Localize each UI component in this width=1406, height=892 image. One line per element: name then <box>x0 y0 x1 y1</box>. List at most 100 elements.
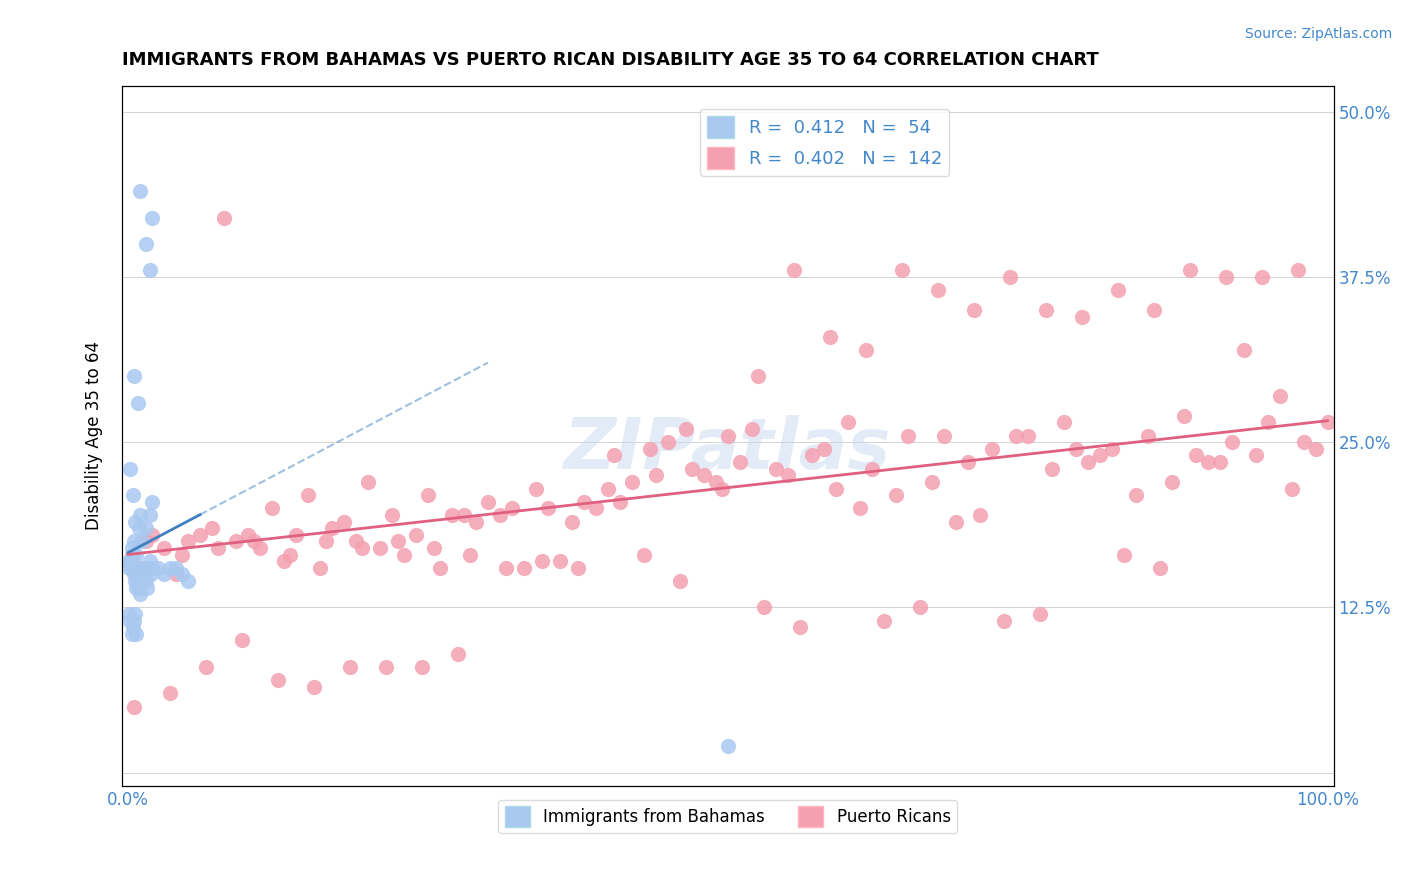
Point <box>321 521 343 535</box>
Point <box>165 561 187 575</box>
Point <box>138 561 160 575</box>
Point <box>120 461 142 475</box>
Point <box>236 527 259 541</box>
Point <box>453 508 475 522</box>
Point <box>381 508 404 522</box>
Point <box>121 488 143 502</box>
Point <box>513 561 536 575</box>
Point <box>121 548 143 562</box>
Point <box>1142 303 1164 318</box>
Point <box>596 482 619 496</box>
Point <box>125 627 148 641</box>
Point <box>121 541 143 555</box>
Point <box>1160 475 1182 489</box>
Point <box>855 343 877 357</box>
Point <box>873 614 896 628</box>
Y-axis label: Disability Age 35 to 64: Disability Age 35 to 64 <box>86 341 103 530</box>
Point <box>1035 303 1057 318</box>
Point <box>135 534 157 549</box>
Point <box>890 263 912 277</box>
Point <box>188 527 211 541</box>
Point <box>153 567 176 582</box>
Point <box>387 534 409 549</box>
Point <box>134 561 156 575</box>
Point <box>609 494 631 508</box>
Point <box>124 607 146 621</box>
Point <box>776 468 799 483</box>
Point <box>440 508 463 522</box>
Point <box>572 494 595 508</box>
Point <box>131 567 153 582</box>
Point <box>243 534 266 549</box>
Point <box>136 581 159 595</box>
Point <box>122 369 145 384</box>
Point <box>153 541 176 555</box>
Point <box>374 660 396 674</box>
Point <box>657 435 679 450</box>
Point <box>1125 488 1147 502</box>
Point <box>789 620 811 634</box>
Point <box>848 501 870 516</box>
Point <box>561 515 583 529</box>
Point <box>315 534 337 549</box>
Point <box>956 455 979 469</box>
Point <box>710 482 733 496</box>
Legend: Immigrants from Bahamas, Puerto Ricans: Immigrants from Bahamas, Puerto Ricans <box>498 800 957 833</box>
Point <box>603 449 626 463</box>
Point <box>530 554 553 568</box>
Point <box>405 527 427 541</box>
Point <box>837 416 859 430</box>
Point <box>368 541 391 555</box>
Point <box>135 521 157 535</box>
Point <box>489 508 512 522</box>
Point <box>1197 455 1219 469</box>
Point <box>860 461 883 475</box>
Point <box>120 614 142 628</box>
Point <box>138 554 160 568</box>
Point <box>429 561 451 575</box>
Point <box>524 482 547 496</box>
Point <box>159 561 181 575</box>
Point <box>1004 428 1026 442</box>
Point <box>1184 449 1206 463</box>
Point <box>752 600 775 615</box>
Point <box>139 567 162 582</box>
Point <box>285 527 308 541</box>
Point <box>1208 455 1230 469</box>
Point <box>945 515 967 529</box>
Text: ZIPatlas: ZIPatlas <box>564 415 891 484</box>
Point <box>165 567 187 582</box>
Point <box>135 574 157 588</box>
Point <box>1040 461 1063 475</box>
Point <box>620 475 643 489</box>
Point <box>120 554 142 568</box>
Point <box>980 442 1002 456</box>
Point <box>121 627 143 641</box>
Point <box>1088 449 1111 463</box>
Point <box>212 211 235 225</box>
Point <box>122 614 145 628</box>
Point <box>548 554 571 568</box>
Point <box>585 501 607 516</box>
Point <box>141 561 163 575</box>
Point <box>447 647 470 661</box>
Point <box>273 554 295 568</box>
Point <box>177 574 200 588</box>
Point <box>121 561 143 575</box>
Point <box>1268 389 1291 403</box>
Point <box>897 428 920 442</box>
Text: IMMIGRANTS FROM BAHAMAS VS PUERTO RICAN DISABILITY AGE 35 TO 64 CORRELATION CHAR: IMMIGRANTS FROM BAHAMAS VS PUERTO RICAN … <box>122 51 1099 69</box>
Point <box>1112 548 1135 562</box>
Point <box>132 567 155 582</box>
Point <box>267 673 290 687</box>
Point <box>125 548 148 562</box>
Point <box>1173 409 1195 423</box>
Point <box>141 527 163 541</box>
Point <box>1017 428 1039 442</box>
Point <box>501 501 523 516</box>
Point <box>1286 263 1309 277</box>
Point <box>747 369 769 384</box>
Point <box>350 541 373 555</box>
Point <box>129 508 152 522</box>
Point <box>159 686 181 700</box>
